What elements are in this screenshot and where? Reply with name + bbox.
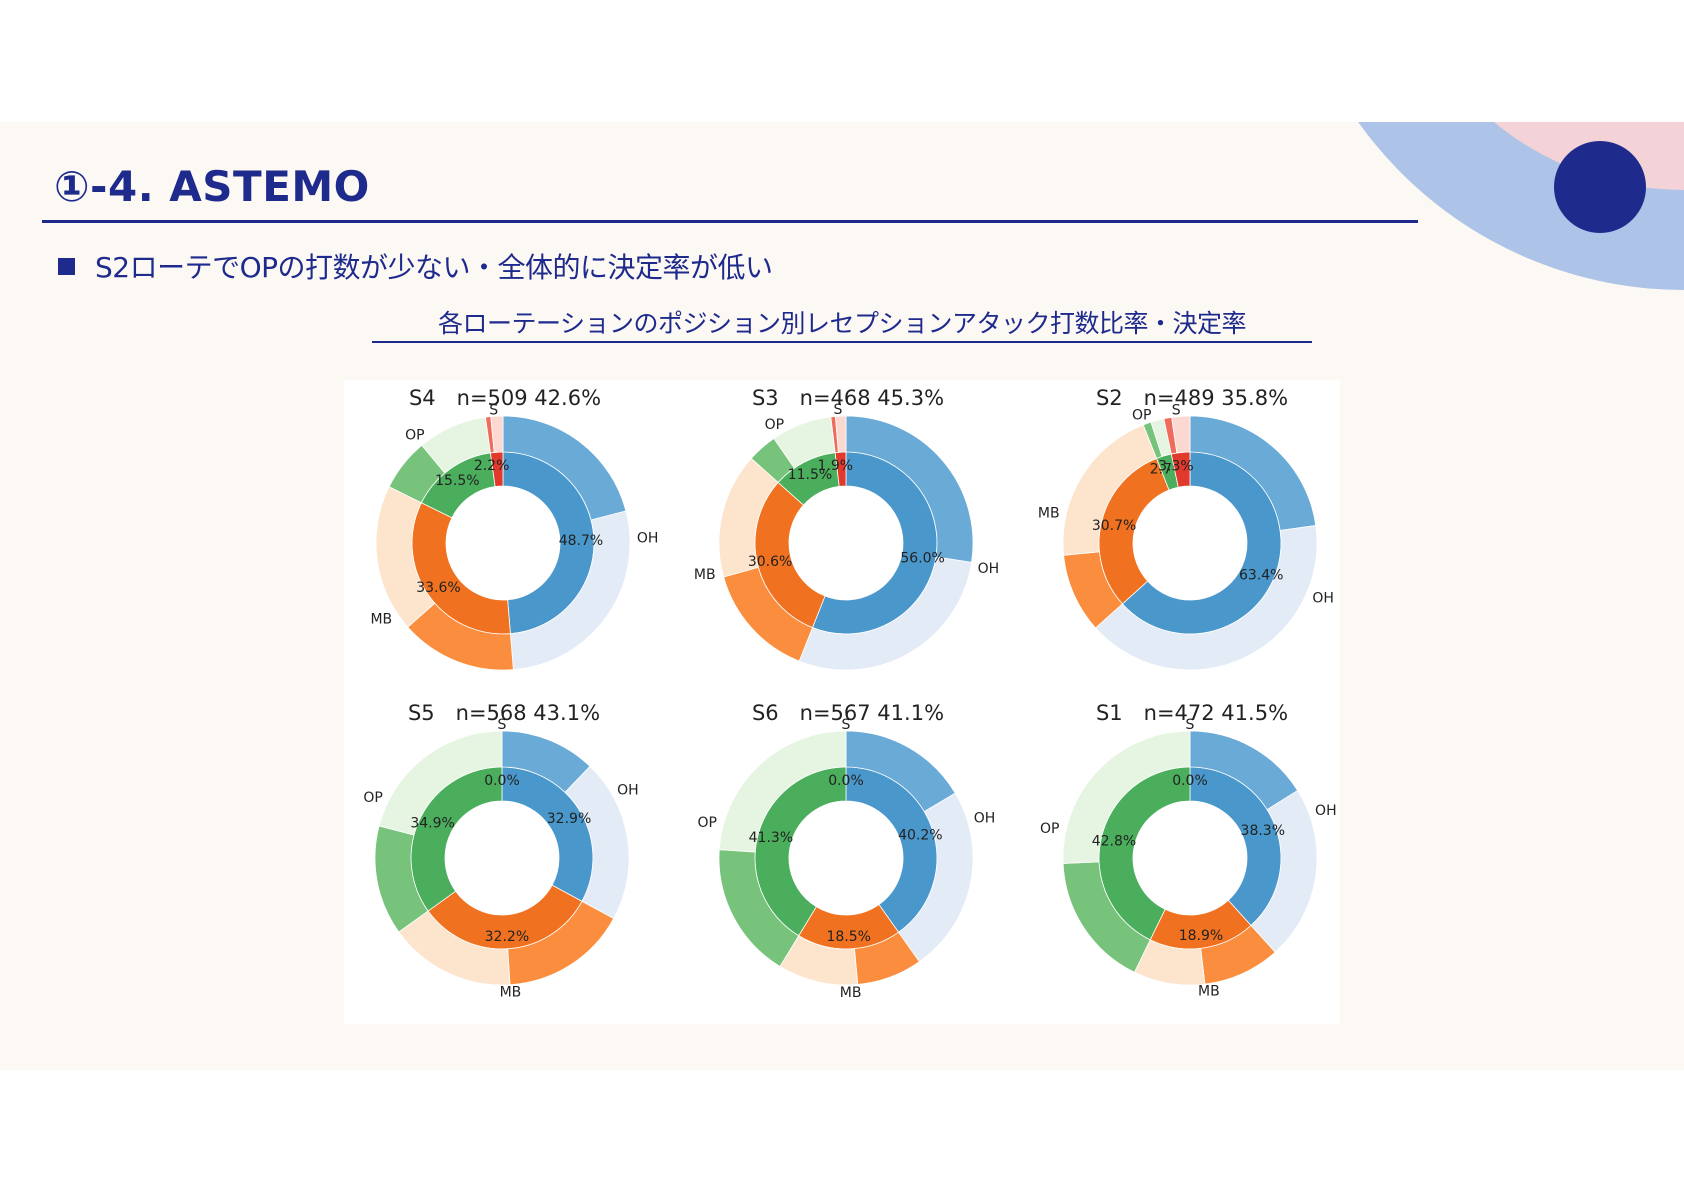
value-label-mb: 33.6% [416, 580, 460, 596]
title-underline [42, 220, 1418, 223]
chart-heading-underline [372, 341, 1312, 343]
chart-title: S6 n=567 41.1% [752, 701, 944, 725]
category-label-oh: OH [617, 782, 639, 798]
outer-slice-op-other [378, 730, 503, 836]
value-label-oh: 63.4% [1239, 568, 1283, 584]
value-label-s: 3.3% [1158, 458, 1194, 474]
donut-chart-s5: S5 n=568 43.1% 32.9% OH 32.2% MB 34.9% OP 0.0% S [363, 701, 638, 1001]
decor-navy-dot [1554, 141, 1646, 233]
category-label-op: OP [765, 417, 784, 433]
value-label-mb: 30.7% [1092, 518, 1136, 534]
value-label-op: 11.5% [788, 467, 832, 483]
value-label-op: 42.8% [1092, 834, 1136, 850]
category-label-s: S [489, 402, 498, 418]
value-label-oh: 56.0% [900, 551, 944, 567]
donut-chart-s1: S1 n=472 41.5% 38.3% OH 18.9% MB 42.8% OP 0.0% S [1040, 701, 1337, 1000]
value-label-s: 1.9% [818, 458, 854, 474]
bullet-square-icon [58, 257, 75, 275]
category-label-s: S [842, 717, 851, 733]
chart-title: S2 n=489 35.8% [1096, 386, 1288, 410]
category-label-mb: MB [694, 567, 716, 583]
value-label-oh: 38.3% [1241, 823, 1285, 839]
donut-chart-s4: S4 n=509 42.6% 48.7% OH 33.6% MB 15.5% OP 2.2% S [370, 386, 659, 671]
category-label-mb: MB [1198, 984, 1220, 1000]
chart-title: S1 n=472 41.5% [1096, 701, 1288, 725]
donut-chart-panel: S4 n=509 42.6% 48.7% OH 33.6% MB 15.5% OP 2.2% S… [344, 380, 1340, 1024]
outer-slice-op-other [718, 730, 847, 853]
chart-title: S4 n=509 42.6% [409, 386, 601, 410]
chart-title: S5 n=568 43.1% [408, 701, 600, 725]
category-label-oh: OH [1312, 591, 1334, 607]
corner-decoration [1358, 122, 1684, 290]
value-label-s: 0.0% [484, 773, 520, 789]
outer-slice-op-other [1062, 730, 1191, 864]
category-label-s: S [1186, 717, 1195, 733]
category-label-op: OP [363, 790, 382, 806]
value-label-oh: 32.9% [547, 811, 591, 827]
outer-slice-oh-other [1095, 525, 1318, 671]
value-label-s: 0.0% [828, 773, 864, 789]
donut-charts-svg: S4 n=509 42.6%48.7% OH33.6%MB15.5%OP2.2%S… [363, 386, 1337, 1001]
value-label-op: 15.5% [435, 473, 479, 489]
value-label-oh: 40.2% [898, 827, 942, 843]
category-label-op: OP [1132, 408, 1151, 424]
category-label-mb: MB [1038, 505, 1060, 521]
value-label-mb: 32.2% [485, 929, 529, 945]
category-label-oh: OH [1315, 803, 1337, 819]
chart-heading: 各ローテーションのポジション別レセプションアタック打数比率・決定率 [437, 309, 1247, 338]
donut-chart-s6: S6 n=567 41.1% 40.2% OH 18.5% MB 41.3% OP 0.0% S [698, 701, 996, 1001]
value-label-op: 41.3% [749, 830, 793, 846]
outer-slice-s-other [834, 415, 847, 453]
slide: ①-4. ASTEMO S2ローテでOPの打数が少ない・全体的に決定率が低い 各… [0, 122, 1684, 1070]
value-label-s: 2.2% [474, 458, 510, 474]
category-label-mb: MB [370, 611, 392, 627]
value-label-mb: 30.6% [748, 554, 792, 570]
category-label-s: S [1172, 403, 1181, 419]
category-label-mb: MB [840, 985, 862, 1001]
category-label-oh: OH [637, 531, 659, 547]
category-label-oh: OH [978, 561, 1000, 577]
value-label-s: 0.0% [1172, 773, 1208, 789]
donut-chart-s3: S3 n=468 45.3% 56.0% OH 30.6% MB 11.5% OP 1.9% S [694, 386, 1000, 671]
outer-slice-s-other [1171, 415, 1191, 454]
category-label-s: S [834, 402, 843, 418]
outer-slice-s-other [490, 415, 504, 453]
value-label-op: 34.9% [410, 815, 454, 831]
category-label-op: OP [405, 427, 424, 443]
category-label-s: S [498, 717, 507, 733]
value-label-oh: 48.7% [559, 533, 603, 549]
category-label-oh: OH [974, 810, 996, 826]
page-title: ①-4. ASTEMO [54, 162, 370, 211]
category-label-mb: MB [500, 985, 522, 1001]
value-label-mb: 18.9% [1179, 928, 1223, 944]
bullet-text: S2ローテでOPの打数が少ない・全体的に決定率が低い [95, 251, 773, 284]
category-label-op: OP [698, 815, 717, 831]
value-label-mb: 18.5% [826, 929, 870, 945]
category-label-op: OP [1040, 821, 1059, 837]
bullet-point: S2ローテでOPの打数が少ない・全体的に決定率が低い [58, 246, 773, 286]
chart-title: S3 n=468 45.3% [752, 386, 944, 410]
